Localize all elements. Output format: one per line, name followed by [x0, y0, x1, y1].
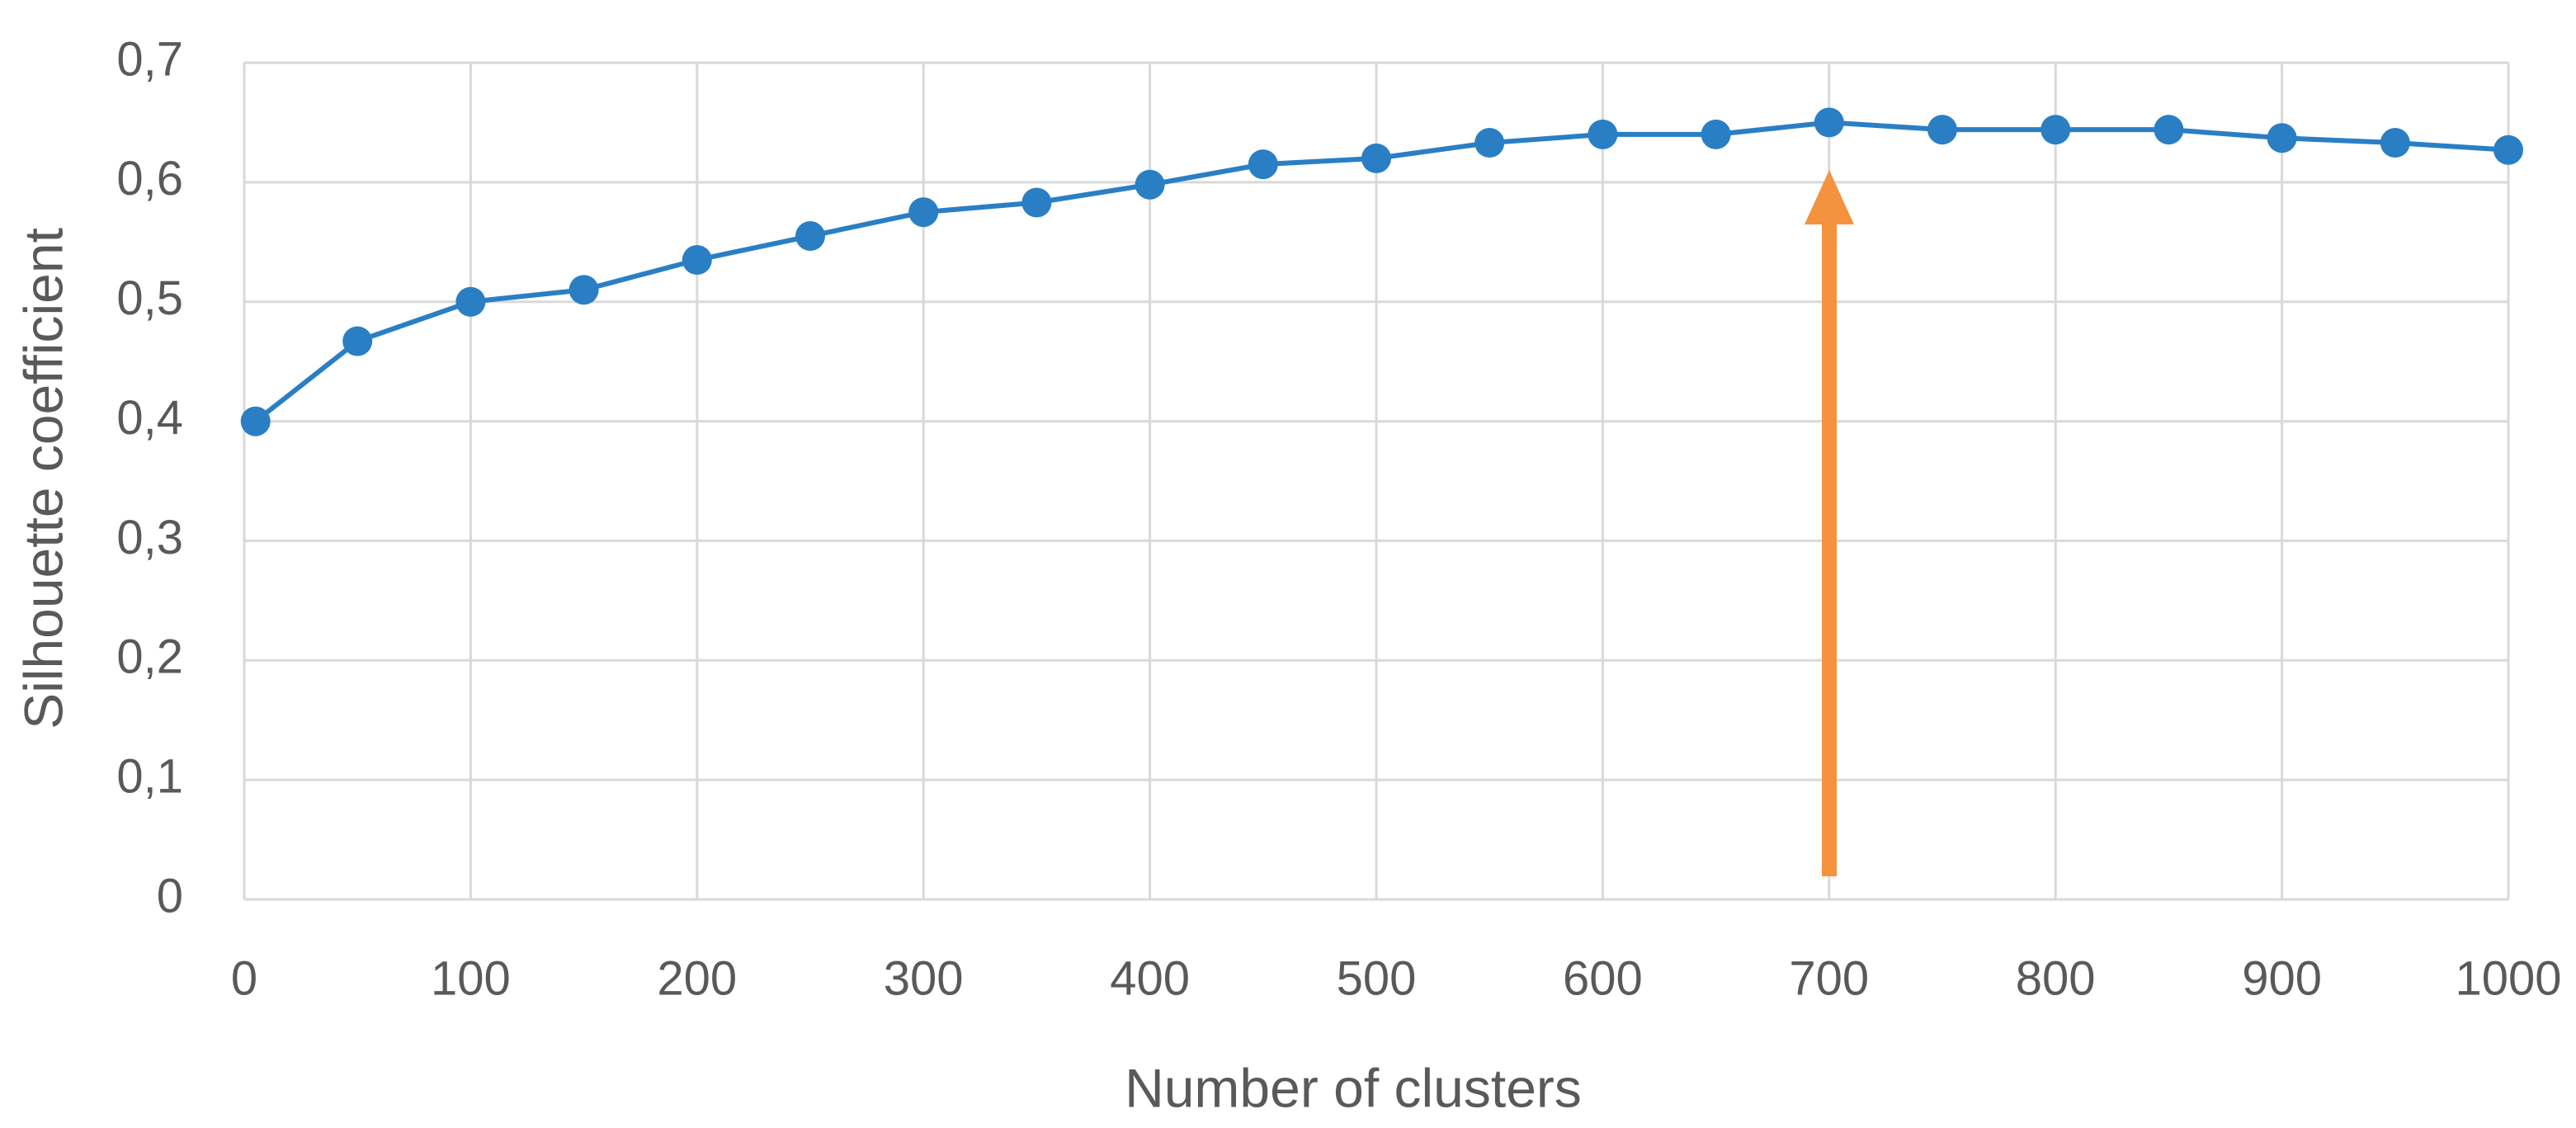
x-tick-label: 0	[231, 951, 257, 1005]
data-point	[1135, 169, 1165, 200]
y-tick-label: 0,7	[116, 32, 183, 86]
y-tick-label: 0,5	[116, 271, 183, 325]
y-tick-label: 0,2	[116, 630, 183, 684]
y-tick-label: 0,3	[116, 511, 183, 564]
data-point	[2041, 115, 2071, 145]
x-tick-label: 400	[1110, 951, 1190, 1005]
x-tick-label: 500	[1337, 951, 1417, 1005]
plot	[240, 107, 2523, 437]
data-point	[1701, 119, 1731, 149]
data-point	[2267, 123, 2297, 153]
data-point	[1248, 149, 1278, 180]
x-tick-label: 200	[657, 951, 737, 1005]
grid	[243, 61, 2510, 901]
x-tick-label: 1000	[2455, 951, 2561, 1005]
data-point	[455, 286, 486, 317]
x-axis-title: Number of clusters	[1125, 1057, 1582, 1118]
x-tick-label: 100	[431, 951, 511, 1005]
data-point	[795, 221, 825, 252]
data-point	[908, 197, 939, 228]
data-point	[2154, 115, 2184, 145]
x-tick-label: 800	[2016, 951, 2096, 1005]
y-tick-label: 0,6	[116, 152, 183, 205]
y-tick-label: 0	[157, 869, 183, 923]
y-axis-title: Silhouette coefficient	[12, 228, 73, 729]
data-point	[2493, 135, 2523, 165]
data-point	[569, 275, 599, 305]
data-point	[1814, 107, 1844, 138]
arrow-head	[1805, 170, 1854, 224]
data-point	[1021, 187, 1052, 218]
y-tick-label: 0,4	[116, 391, 183, 445]
x-tick-label: 600	[1563, 951, 1643, 1005]
data-point	[682, 245, 712, 276]
data-point	[1927, 115, 1957, 145]
data-point	[342, 326, 373, 356]
data-point	[1474, 128, 1505, 158]
data-point	[240, 406, 271, 437]
data-point	[2380, 128, 2410, 158]
arrow-annotation	[1805, 170, 1854, 876]
x-tick-label: 300	[884, 951, 964, 1005]
x-tick-label: 700	[1789, 951, 1869, 1005]
data-point	[1588, 119, 1618, 149]
x-tick-label: 900	[2242, 951, 2322, 1005]
data-point	[1361, 143, 1391, 173]
y-tick-label: 0,1	[116, 749, 183, 803]
